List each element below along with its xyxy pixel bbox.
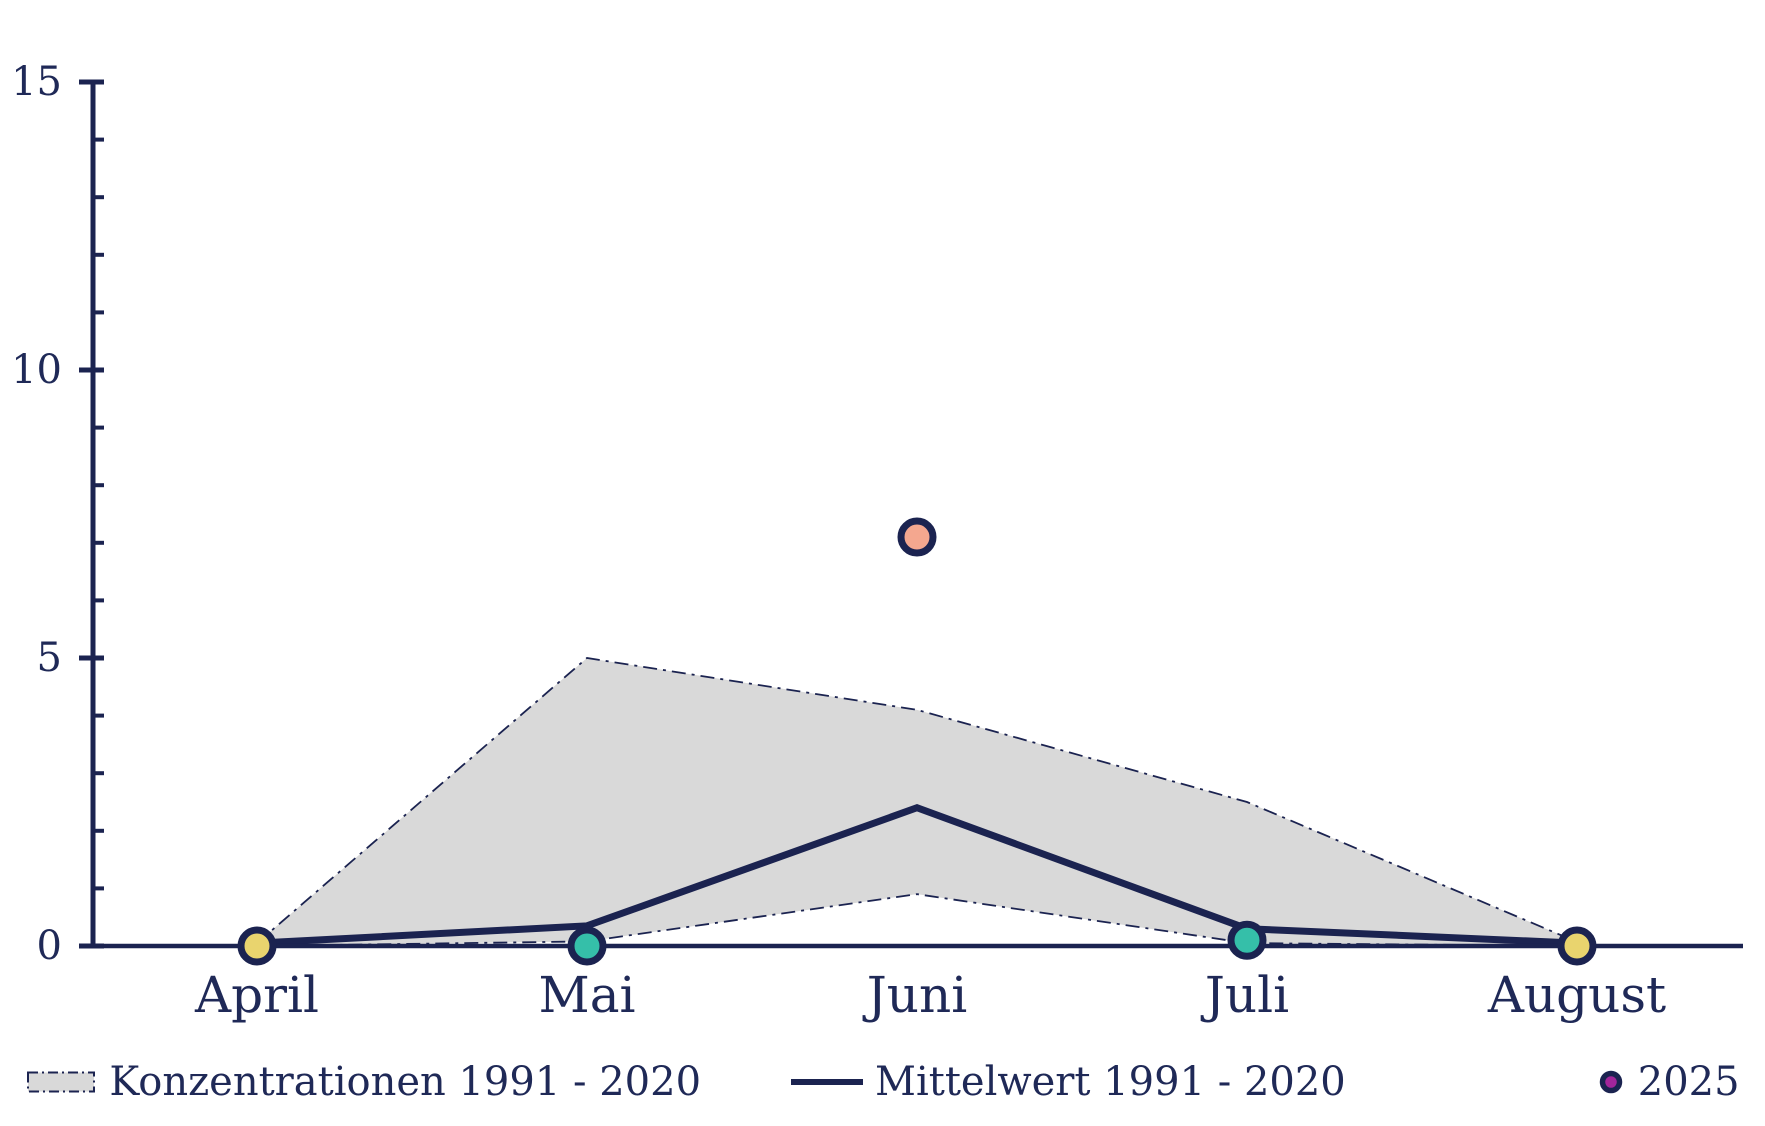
point-2025-juni	[897, 517, 937, 557]
point-2025-august	[1557, 926, 1597, 966]
concentration-band-area	[256, 657, 1578, 947]
legend-label-2025: 2025	[1637, 1059, 1740, 1105]
y-tick-label-15: 15	[11, 59, 62, 105]
y-tick-label-5: 5	[37, 635, 62, 681]
dot-swatch	[1599, 1070, 1623, 1094]
chart-legend: Konzentrationen 1991 - 2020 Mittelwert 1…	[0, 1052, 1765, 1112]
y-tick-label-10: 10	[11, 347, 62, 393]
x-tick-label-juli: Juli	[1200, 966, 1289, 1024]
x-tick-label-april: April	[194, 966, 319, 1024]
band-swatch-icon	[27, 1071, 96, 1093]
x-tick-label-august: August	[1487, 966, 1666, 1024]
y-tick-label-0: 0	[37, 923, 62, 969]
legend-label-konzentrationen: Konzentrationen 1991 - 2020	[109, 1059, 702, 1105]
mean-line	[256, 804, 1578, 947]
x-tick-label-juni: Juni	[862, 966, 967, 1024]
legend-item-2025: 2025	[1596, 1059, 1740, 1105]
legend-label-mittelwert: Mittelwert 1991 - 2020	[875, 1059, 1346, 1105]
band-swatch	[27, 1071, 96, 1093]
legend-item-mittelwert: Mittelwert 1991 - 2020	[791, 1059, 1346, 1105]
point-2025-juli	[1227, 920, 1267, 960]
dot-swatch-icon	[1599, 1070, 1623, 1094]
point-2025-mai	[567, 926, 607, 966]
x-tick-label-mai: Mai	[539, 966, 636, 1024]
point-2025-april	[237, 926, 277, 966]
line-swatch-icon	[791, 1079, 864, 1085]
legend-item-konzentrationen: Konzentrationen 1991 - 2020	[25, 1059, 701, 1105]
